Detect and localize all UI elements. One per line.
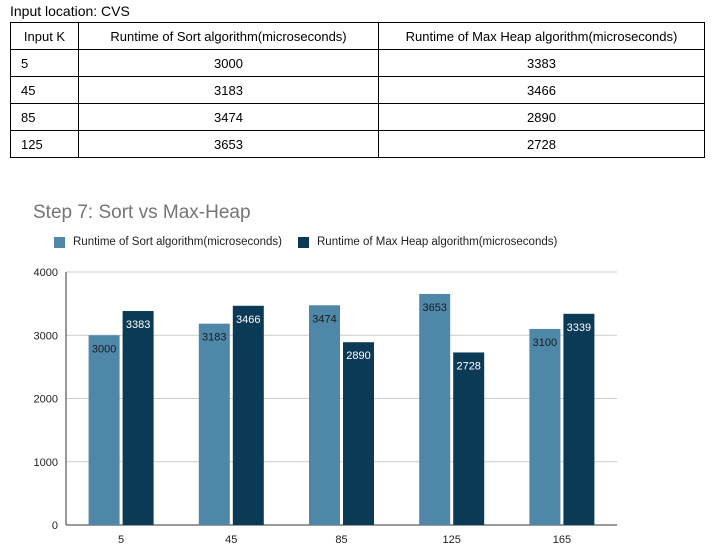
x-tick-label: 165: [553, 534, 571, 546]
cell-input-k: 5: [10, 49, 79, 77]
cell-heap-runtime: 2890: [378, 103, 705, 131]
y-tick-label: 0: [52, 520, 58, 532]
cell-heap-runtime: 3466: [378, 76, 705, 104]
chart-container: Step 7: Sort vs Max-Heap Runtime of Sort…: [0, 190, 714, 554]
legend-swatch-max-heap: [298, 236, 309, 248]
cell-input-k: 45: [10, 76, 79, 104]
header-heap-runtime: Runtime of Max Heap algorithm(microsecon…: [378, 22, 705, 50]
chart-title: Step 7: Sort vs Max-Heap: [33, 202, 251, 223]
cell-input-k: 85: [10, 103, 79, 131]
table-row: 5 3000 3383: [10, 49, 705, 77]
cell-input-k: 125: [10, 130, 79, 158]
x-tick-label: 125: [443, 534, 461, 546]
bar-sort: [198, 323, 230, 525]
bar-max-heap: [232, 305, 264, 525]
header-sort-runtime: Runtime of Sort algorithm(microseconds): [78, 22, 379, 50]
x-tick-label: 5: [118, 534, 124, 546]
y-tick-label: 2000: [34, 394, 58, 406]
table-row: 125 3653 2728: [10, 130, 705, 158]
data-label-max-heap: 3466: [236, 314, 260, 326]
bar-max-heap: [563, 313, 595, 525]
y-tick-label: 1000: [34, 457, 58, 469]
data-label-max-heap: 3383: [126, 319, 150, 331]
table-caption: Input location: CVS: [10, 3, 130, 19]
bar-max-heap: [122, 311, 154, 525]
legend-label-sort: Runtime of Sort algorithm(microseconds): [73, 236, 282, 248]
header-input-k: Input K: [10, 22, 79, 50]
data-label-sort: 3100: [533, 337, 557, 349]
bar-sort: [419, 293, 451, 525]
cell-heap-runtime: 3383: [378, 49, 705, 77]
cell-heap-runtime: 2728: [378, 130, 705, 158]
data-label-sort: 3183: [202, 332, 226, 344]
data-label-sort: 3653: [422, 302, 446, 314]
table-row: 45 3183 3466: [10, 76, 705, 104]
cell-sort-runtime: 3183: [78, 76, 379, 104]
x-tick-label: 45: [225, 534, 237, 546]
y-tick-label: 4000: [34, 267, 58, 279]
bar-sort: [309, 305, 340, 525]
table-header-row: Input K Runtime of Sort algorithm(micros…: [10, 22, 705, 50]
cell-sort-runtime: 3653: [78, 130, 379, 158]
cell-sort-runtime: 3000: [78, 49, 379, 77]
bar-chart-plot: 0 1000 2000 3000 4000 3000 3383 5 3183 3466 45 3474…: [34, 267, 617, 546]
data-label-sort: 3474: [312, 313, 336, 325]
table-row: 85 3474 2890: [10, 103, 705, 131]
chart-legend: Runtime of Sort algorithm(microseconds) …: [54, 236, 573, 248]
x-tick-label: 85: [335, 534, 347, 546]
data-label-max-heap: 2728: [456, 360, 480, 372]
bar-sort: [88, 335, 120, 525]
data-label-max-heap: 3339: [567, 322, 591, 334]
legend-item-sort: Runtime of Sort algorithm(microseconds): [54, 236, 282, 248]
bar-max-heap: [453, 352, 485, 525]
bar-sort: [529, 328, 561, 525]
bar-max-heap: [343, 342, 374, 525]
legend-label-max-heap: Runtime of Max Heap algorithm(microsecon…: [317, 236, 558, 248]
runtime-table: Input K Runtime of Sort algorithm(micros…: [10, 22, 705, 158]
data-label-sort: 3000: [92, 343, 116, 355]
legend-item-max-heap: Runtime of Max Heap algorithm(microsecon…: [298, 236, 557, 248]
data-label-max-heap: 2890: [346, 350, 370, 362]
y-tick-label: 3000: [34, 330, 58, 342]
cell-sort-runtime: 3474: [78, 103, 379, 131]
legend-swatch-sort: [54, 236, 65, 248]
